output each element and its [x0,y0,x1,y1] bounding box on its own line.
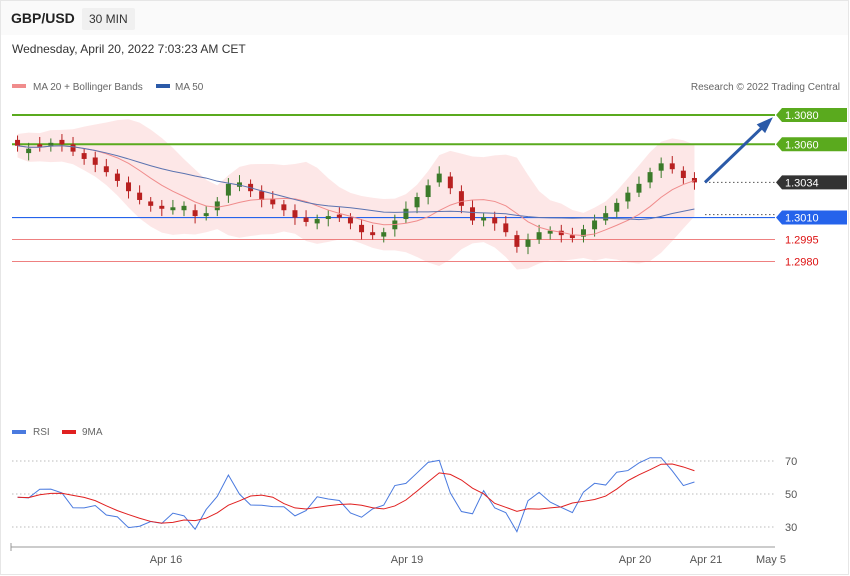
candle-body [270,198,276,205]
candle-body [470,207,476,221]
candle-body [137,192,143,200]
candle-body [569,235,575,239]
forecast-arrow-head [756,117,773,134]
candle-body [336,214,342,218]
candle-body [70,144,76,152]
candle-body [580,229,586,237]
candle-body [148,201,154,206]
x-tick-label: Apr 19 [391,554,423,566]
candle-body [691,177,697,183]
pivot-price-tag [776,210,847,225]
bollinger-legend-label: MA 20 + Bollinger Bands [33,82,143,93]
candle-body [26,148,32,154]
candle-body [680,170,686,178]
candle-body [48,142,54,146]
candle-body [636,183,642,193]
candle-body [114,173,120,181]
candle-body [37,144,43,148]
candle-body [647,172,653,183]
rsi-tick-label: 50 [785,489,797,501]
candle-body [15,139,21,146]
rsi-tick-label: 70 [785,456,797,468]
candle-body [103,166,109,173]
resistance-price-label: 1.3060 [785,139,819,151]
candle-body [436,173,442,183]
candle-body [347,217,353,224]
candle-body [547,230,553,234]
candle-body [603,213,609,221]
candle-body [170,207,176,211]
candle-body [159,205,165,209]
candle-body [592,220,598,230]
candle-body [203,213,209,217]
candle-body [514,235,520,247]
rsi-tick-label: 30 [785,522,797,534]
candle-body [292,210,298,218]
pivot-price-label: 1.3010 [785,213,819,225]
candle-body [181,205,187,211]
candle-body [259,191,265,200]
rsi-ma-line [17,463,695,524]
candle-body [314,219,320,224]
candle-body [481,217,487,221]
bollinger-band-area [17,119,695,270]
rsi-ma-legend-label: 9MA [82,427,103,438]
candle-body [614,202,620,212]
ma50-legend-swatch [156,84,170,88]
candle-body [425,185,431,198]
candle-body [325,216,331,220]
resistance-price-label: 1.3080 [785,110,819,122]
forecast-arrow-shaft [703,118,772,184]
x-tick-label: May 5 [756,554,786,566]
candle-body [536,232,542,240]
rsi-ma-legend-swatch [62,430,76,434]
ma50-legend-label: MA 50 [175,82,204,93]
candle-body [225,183,231,196]
rsi-legend-swatch [12,430,26,434]
candle-body [303,217,309,222]
header-bar [1,1,848,35]
support-price-label: 1.2980 [785,257,819,269]
candle-body [281,204,287,211]
candle-body [503,223,509,233]
candle-body [414,197,420,208]
candle-body [81,153,87,159]
candle-body [192,210,198,217]
ma20-legend-swatch [12,84,26,88]
ma50-line [17,145,695,221]
candle-body [92,157,98,165]
resistance-price-tag [776,137,847,152]
last-price-tag [776,175,847,190]
candle-body [381,232,387,237]
candle-body [625,192,631,202]
ma20-line [17,145,695,236]
symbol-label: GBP/USD [11,10,75,26]
candle-body [214,201,220,211]
candle-body [359,224,365,233]
candle-body [658,163,664,171]
candle-body [126,182,132,192]
credit-label: Research © 2022 Trading Central [691,82,840,93]
candle-body [558,230,564,236]
rsi-legend-label: RSI [33,427,50,438]
support-price-label: 1.2995 [785,235,819,247]
resistance-price-tag [776,108,847,122]
rsi-line [17,457,695,533]
candle-body [492,217,498,224]
timeframe-button[interactable]: 30 MIN [82,8,135,30]
candle-body [525,239,531,247]
candle-body [458,191,464,206]
last-price-label: 1.3034 [785,177,819,189]
timestamp: Wednesday, April 20, 2022 7:03:23 AM CET [12,42,246,56]
x-tick-label: Apr 20 [619,554,651,566]
candle-body [403,208,409,220]
candle-body [370,232,376,236]
x-tick-label: Apr 16 [150,554,182,566]
x-tick-label: Apr 21 [690,554,722,566]
candle-body [59,139,65,145]
candle-body [447,176,453,189]
candle-body [669,163,675,170]
